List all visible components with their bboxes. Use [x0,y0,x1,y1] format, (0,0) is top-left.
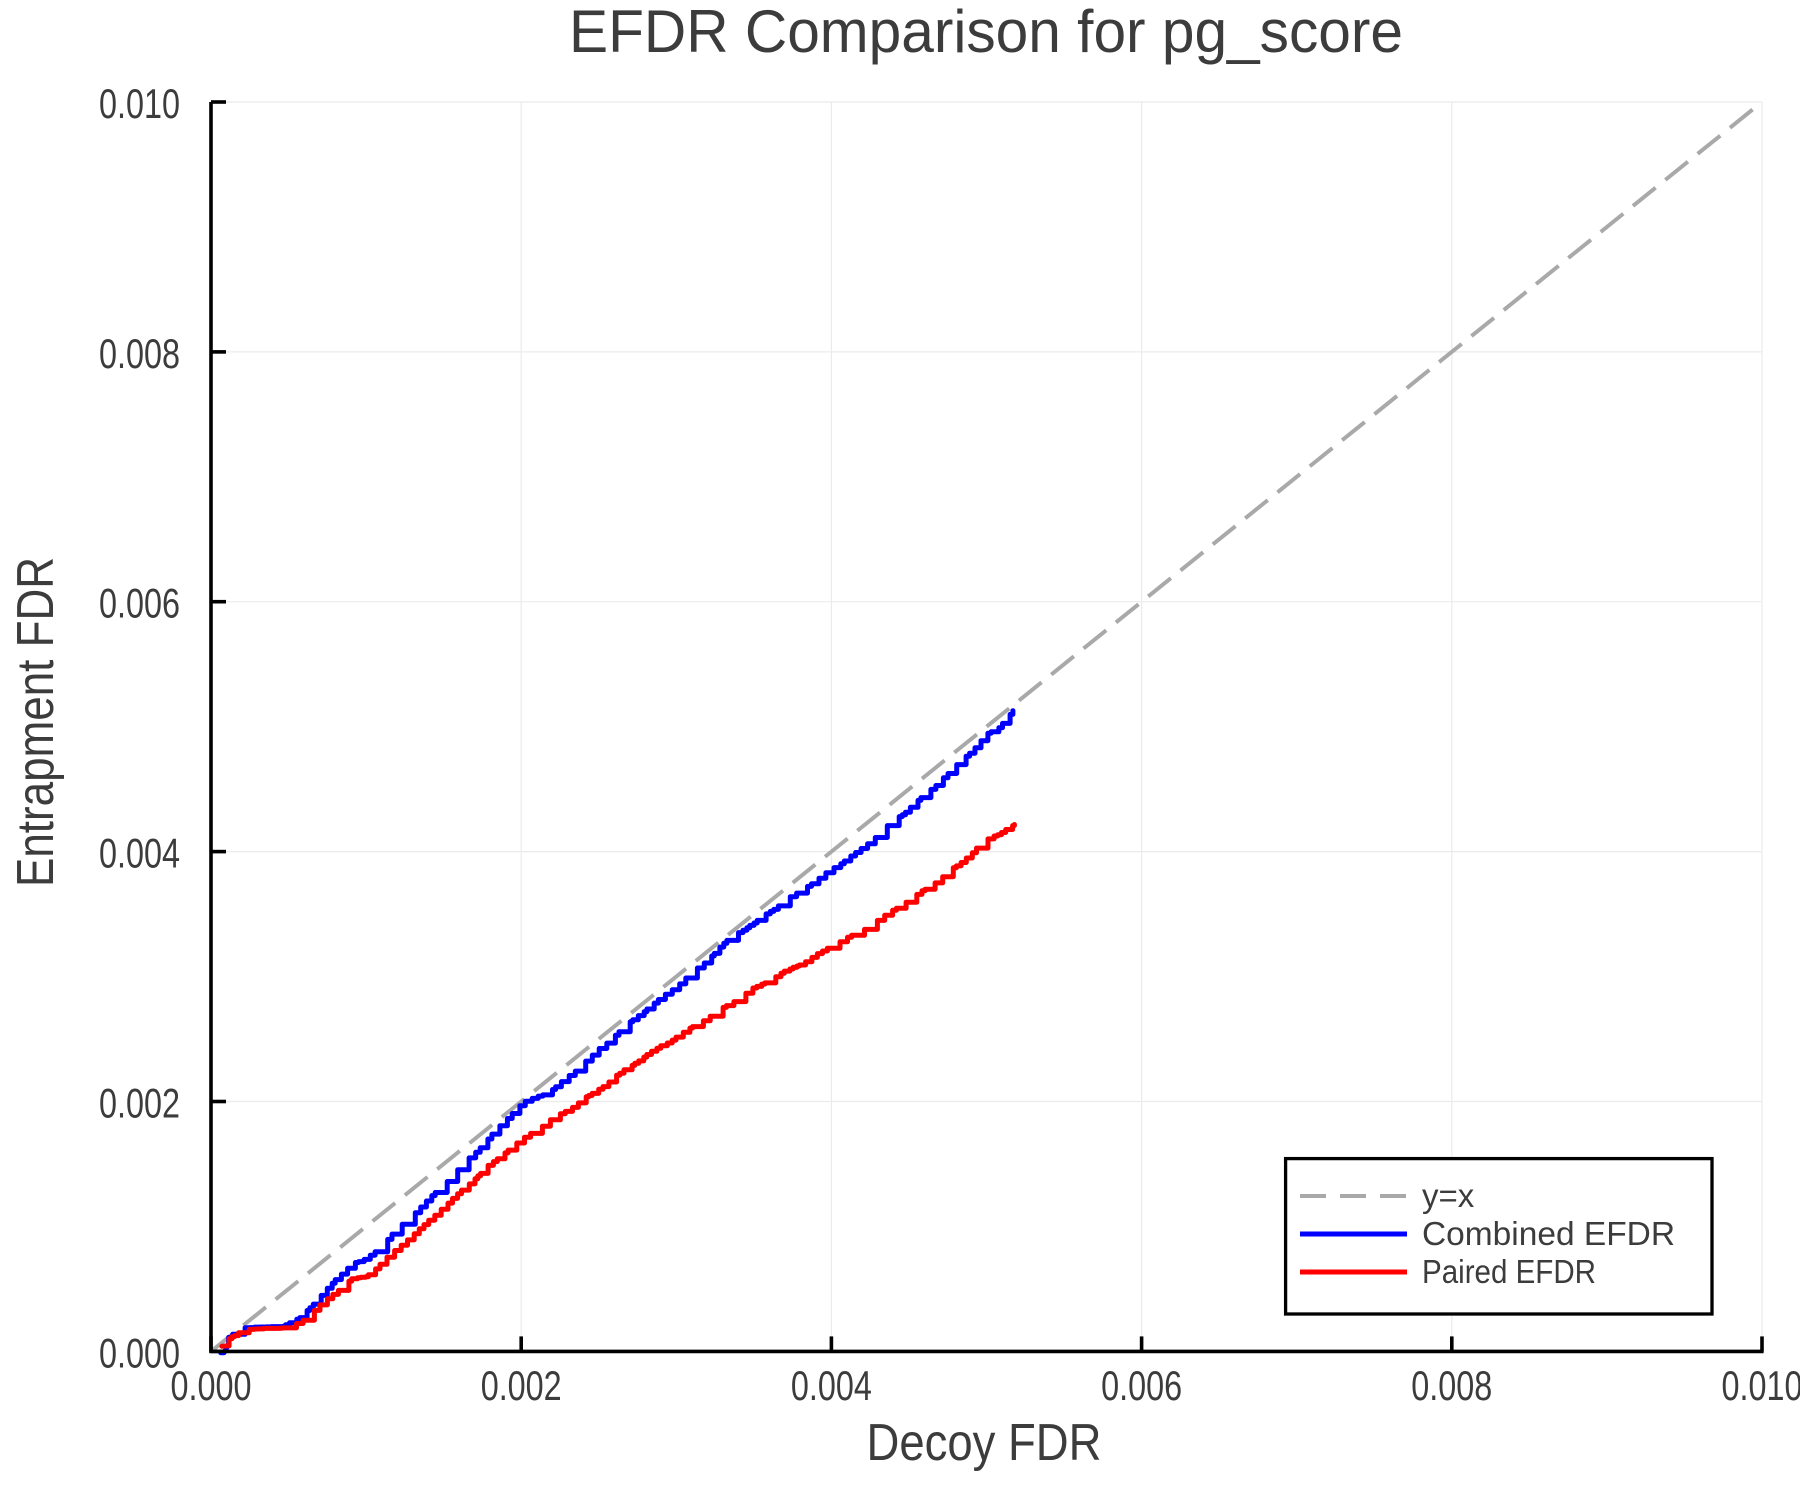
svg-text:0.004: 0.004 [791,1362,872,1409]
svg-text:0.002: 0.002 [99,1080,180,1127]
svg-text:0.006: 0.006 [99,580,180,627]
svg-text:0.010: 0.010 [99,80,180,127]
svg-text:Entrapment FDR: Entrapment FDR [7,557,65,887]
svg-text:0.006: 0.006 [1101,1362,1182,1409]
svg-text:0.002: 0.002 [481,1362,562,1409]
svg-text:Combined EFDR: Combined EFDR [1422,1215,1675,1252]
svg-text:0.010: 0.010 [1722,1362,1800,1409]
svg-text:0.000: 0.000 [171,1362,252,1409]
svg-text:0.008: 0.008 [1411,1362,1492,1409]
svg-text:Paired EFDR: Paired EFDR [1422,1253,1596,1290]
svg-text:y=x: y=x [1422,1177,1475,1214]
svg-text:0.008: 0.008 [99,330,180,377]
svg-text:EFDR Comparison for pg_score: EFDR Comparison for pg_score [569,0,1403,65]
svg-text:0.000: 0.000 [99,1329,180,1376]
svg-text:0.004: 0.004 [99,830,180,877]
svg-text:Decoy FDR: Decoy FDR [867,1414,1102,1472]
